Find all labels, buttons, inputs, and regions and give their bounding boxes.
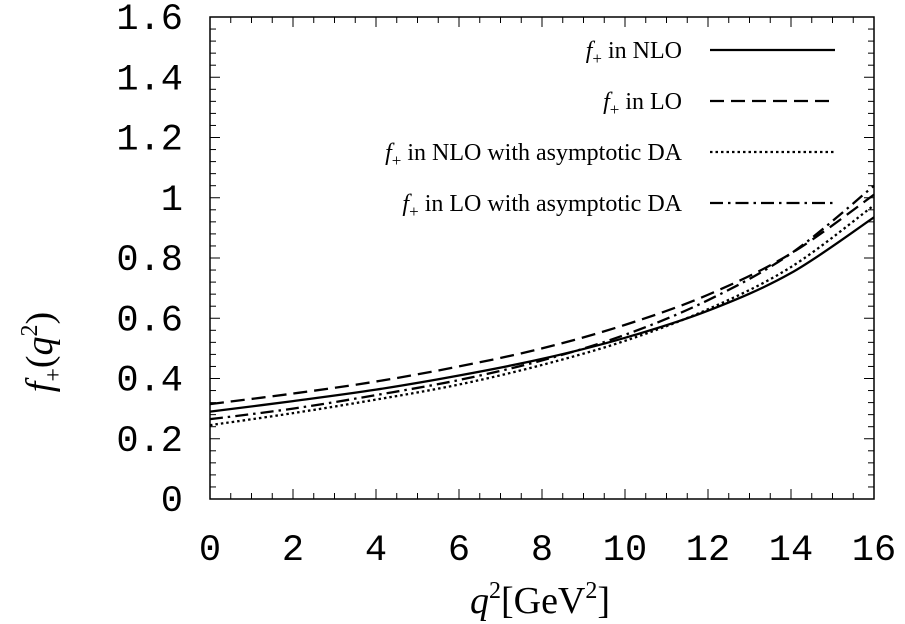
x-tick-label: 0	[199, 530, 221, 572]
x-tick-label: 8	[531, 530, 553, 572]
x-tick-label: 2	[282, 530, 304, 572]
y-tick-label: 1.6	[116, 0, 183, 41]
legend: f+ in NLO f+ in LO f+ in NLO with asymptot…	[385, 38, 835, 221]
y-tick-label: 0	[161, 481, 183, 523]
axis-tick-marks	[209, 16, 875, 500]
series-line-3	[209, 204, 875, 427]
x-tick-label: 14	[769, 530, 813, 572]
series-curves	[209, 184, 875, 427]
series-line-1	[209, 216, 875, 413]
y-tick-label: 1.2	[116, 120, 183, 162]
x-tick-label: 16	[852, 530, 896, 572]
x-tick-label: 10	[603, 530, 647, 572]
x-axis-title: q2[GeV2]	[470, 578, 610, 622]
y-tick-label: 1	[161, 180, 183, 222]
legend-label-4: f+ in LO with asymptotic DA	[402, 191, 682, 221]
legend-label-2: f+ in LO	[603, 89, 682, 119]
y-axis-title: f+(q2)	[17, 312, 67, 392]
series-line-2	[209, 193, 875, 406]
y-tick-label: 0.4	[116, 361, 183, 403]
y-tick-label: 1.4	[116, 59, 183, 101]
series-line-4	[209, 184, 875, 421]
plot-frame	[209, 16, 875, 500]
x-tick-label: 12	[686, 530, 730, 572]
legend-label-3: f+ in NLO with asymptotic DA	[385, 140, 683, 170]
y-tick-label: 0.8	[116, 240, 183, 282]
y-tick-label: 0.6	[116, 300, 183, 342]
x-tick-label: 6	[448, 530, 470, 572]
y-tick-label: 0.2	[116, 421, 183, 463]
x-tick-labels: 0 2 4 6 8 10 12 14 16	[199, 530, 896, 572]
legend-label-1: f+ in NLO	[586, 38, 682, 68]
x-tick-label: 4	[365, 530, 387, 572]
y-tick-labels: 0 0.2 0.4 0.6 0.8 1 1.2 1.4 1.6	[116, 0, 183, 523]
